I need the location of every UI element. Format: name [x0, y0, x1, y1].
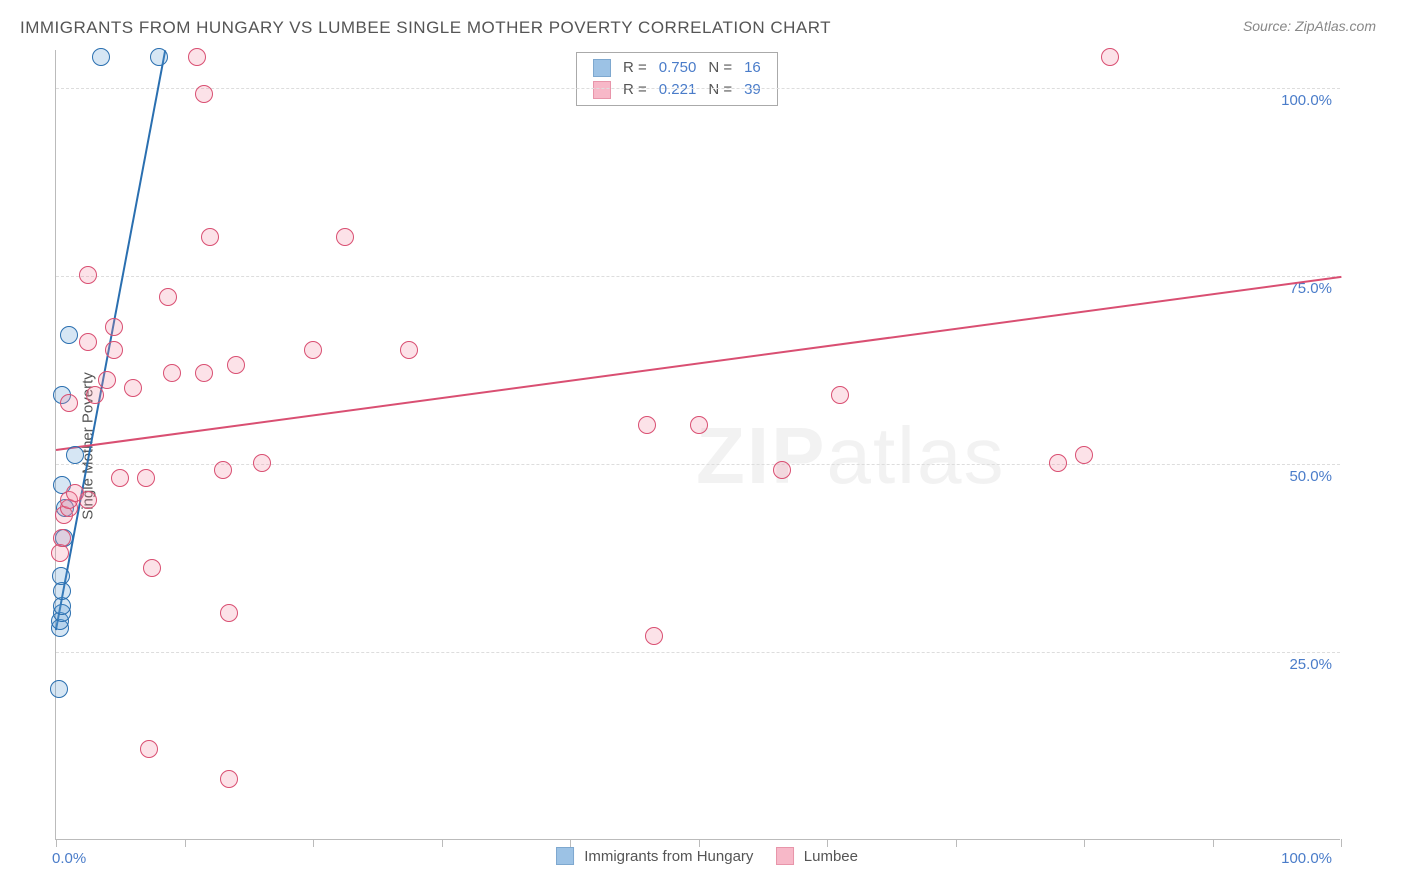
legend-row-1: R = 0.750 N = 16 — [587, 57, 767, 79]
data-point — [79, 266, 97, 284]
swatch-series1b-icon — [556, 847, 574, 865]
r-value-2: 0.221 — [653, 79, 703, 101]
xtick — [827, 839, 828, 847]
data-point — [50, 680, 68, 698]
data-point — [124, 379, 142, 397]
watermark: ZIPatlas — [696, 410, 1005, 502]
data-point — [53, 529, 71, 547]
data-point — [336, 228, 354, 246]
swatch-series2-icon — [593, 81, 611, 99]
data-point — [195, 85, 213, 103]
data-point — [188, 48, 206, 66]
ytick-label: 100.0% — [1281, 92, 1332, 109]
data-point — [52, 567, 70, 585]
data-point — [86, 386, 104, 404]
xtick — [313, 839, 314, 847]
data-point — [227, 356, 245, 374]
data-point — [1049, 454, 1067, 472]
data-point — [60, 326, 78, 344]
data-point — [253, 454, 271, 472]
xtick — [570, 839, 571, 847]
n-value-1: 16 — [738, 57, 767, 79]
xtick — [1084, 839, 1085, 847]
legend-bottom: Immigrants from Hungary Lumbee — [538, 847, 858, 867]
data-point — [220, 604, 238, 622]
gridline — [56, 464, 1340, 465]
gridline — [56, 88, 1340, 89]
data-point — [304, 341, 322, 359]
legend-stats: R = 0.750 N = 16 R = 0.221 N = 39 — [576, 52, 778, 106]
data-point — [214, 461, 232, 479]
data-point — [137, 469, 155, 487]
xtick — [1213, 839, 1214, 847]
n-value-2: 39 — [738, 79, 767, 101]
xtick — [442, 839, 443, 847]
data-point — [140, 740, 158, 758]
data-point — [92, 48, 110, 66]
data-point — [201, 228, 219, 246]
xtick — [1341, 839, 1342, 847]
legend-label-1: Immigrants from Hungary — [584, 848, 753, 865]
ytick-label: 50.0% — [1289, 468, 1332, 485]
data-point — [66, 446, 84, 464]
xtick-label: 0.0% — [52, 850, 86, 867]
legend-label-2: Lumbee — [804, 848, 858, 865]
source-credit: Source: ZipAtlas.com — [1243, 18, 1376, 34]
xtick-label: 100.0% — [1281, 850, 1332, 867]
data-point — [690, 416, 708, 434]
data-point — [79, 333, 97, 351]
legend-row-2: R = 0.221 N = 39 — [587, 79, 767, 101]
data-point — [831, 386, 849, 404]
xtick — [956, 839, 957, 847]
data-point — [1075, 446, 1093, 464]
data-point — [638, 416, 656, 434]
xtick — [56, 839, 57, 847]
swatch-series1-icon — [593, 59, 611, 77]
data-point — [105, 341, 123, 359]
data-point — [400, 341, 418, 359]
swatch-series2b-icon — [776, 847, 794, 865]
ytick-label: 25.0% — [1289, 656, 1332, 673]
data-point — [195, 364, 213, 382]
data-point — [163, 364, 181, 382]
r-value-1: 0.750 — [653, 57, 703, 79]
scatter-plot: ZIPatlas R = 0.750 N = 16 R = 0.221 N = … — [55, 50, 1340, 840]
gridline — [56, 652, 1340, 653]
data-point — [60, 394, 78, 412]
data-point — [220, 770, 238, 788]
gridline — [56, 276, 1340, 277]
data-point — [645, 627, 663, 645]
xtick — [185, 839, 186, 847]
data-point — [105, 318, 123, 336]
chart-title: IMMIGRANTS FROM HUNGARY VS LUMBEE SINGLE… — [20, 18, 831, 38]
data-point — [98, 371, 116, 389]
xtick — [699, 839, 700, 847]
data-point — [111, 469, 129, 487]
data-point — [773, 461, 791, 479]
data-point — [150, 48, 168, 66]
data-point — [66, 484, 84, 502]
data-point — [159, 288, 177, 306]
data-point — [1101, 48, 1119, 66]
data-point — [143, 559, 161, 577]
